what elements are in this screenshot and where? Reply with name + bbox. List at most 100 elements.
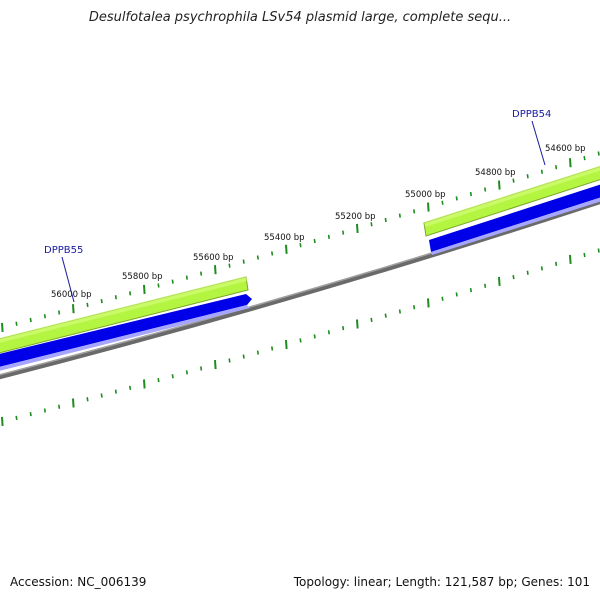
tick-label: 55000 bp: [405, 190, 446, 200]
tick-mark: [242, 354, 245, 359]
tick-mark: [413, 209, 416, 214]
tick-mark: [327, 330, 330, 335]
gene-dppb54-blue-bar: [429, 184, 600, 252]
tick-mark: [384, 313, 387, 318]
tick-mark: [43, 408, 46, 413]
gene-dppb54-connector: [531, 120, 546, 166]
genome-backbone: [0, 199, 600, 380]
tick-mark: [200, 366, 203, 371]
tick-mark: [185, 275, 188, 280]
tick-label: 55800 bp: [122, 272, 163, 282]
tick-mark: [285, 339, 288, 350]
tick-mark: [114, 389, 117, 394]
tick-mark: [271, 251, 274, 256]
tick-mark: [143, 284, 146, 295]
tick-mark: [455, 196, 458, 201]
tick-mark: [271, 346, 274, 351]
tick-label: 54800 bp: [475, 168, 516, 178]
tick-mark: [342, 230, 345, 235]
tick-mark: [342, 326, 345, 331]
tick-mark: [200, 271, 203, 276]
tick-mark: [398, 213, 401, 218]
gene-label-dppb54[interactable]: DPPB54: [512, 109, 551, 120]
tick-mark: [157, 378, 160, 383]
tick-mark: [72, 398, 75, 408]
tick-mark: [86, 397, 89, 402]
tick-mark: [129, 385, 132, 390]
tick-mark: [29, 412, 32, 417]
tick-mark: [1, 416, 4, 427]
tick-mark: [469, 191, 472, 197]
tick-mark: [555, 165, 558, 170]
tick-mark: [597, 248, 600, 253]
tick-mark: [413, 305, 416, 310]
tick-mark: [512, 274, 515, 280]
tick-mark: [1, 322, 4, 333]
tick-mark: [143, 379, 146, 389]
tick-mark: [299, 338, 302, 343]
tick-mark: [58, 310, 61, 315]
map-title: Desulfotalea psychrophila LSv54 plasmid …: [88, 10, 512, 25]
tick-mark: [285, 244, 288, 254]
tick-mark: [540, 169, 543, 174]
tick-mark: [597, 151, 600, 156]
tick-mark: [313, 238, 316, 244]
tick-mark: [242, 259, 245, 264]
lower-tick-ring: [1, 248, 600, 427]
tick-mark: [427, 298, 430, 308]
tick-mark: [185, 370, 188, 375]
tick-mark: [43, 314, 46, 319]
upper-tick-ring: [1, 151, 600, 333]
tick-mark: [114, 295, 117, 300]
tick-mark: [100, 298, 103, 304]
tick-mark: [86, 302, 89, 308]
tick-mark: [512, 178, 515, 183]
tick-mark: [171, 374, 174, 379]
tick-mark: [526, 174, 529, 179]
tick-mark: [370, 222, 373, 227]
tick-mark: [15, 321, 18, 326]
tick-mark: [427, 202, 430, 212]
tick-mark: [256, 350, 259, 355]
tick-mark: [157, 283, 160, 288]
tick-label: 55600 bp: [193, 253, 234, 263]
tick-mark: [583, 252, 586, 258]
tick-mark: [455, 292, 458, 297]
genome-summary: Topology: linear; Length: 121,587 bp; Ge…: [293, 575, 590, 589]
gene-dppb55-blue-arrow: [0, 294, 252, 367]
tick-mark: [384, 217, 387, 223]
tick-mark: [214, 359, 217, 370]
tick-label: 54600 bp: [545, 144, 586, 154]
tick-mark: [129, 291, 132, 296]
tick-mark: [441, 200, 444, 205]
tick-mark: [441, 296, 444, 301]
gene-dppb54[interactable]: [423, 164, 600, 255]
tick-mark: [313, 334, 316, 339]
tick-mark: [555, 261, 558, 267]
tick-mark: [569, 158, 572, 168]
tick-mark: [29, 317, 32, 323]
tick-mark: [15, 415, 18, 420]
tick-mark: [498, 180, 501, 190]
tick-mark: [58, 404, 61, 409]
tick-mark: [72, 304, 75, 314]
tick-mark: [356, 319, 359, 329]
tick-mark: [498, 276, 501, 287]
tick-mark: [526, 270, 529, 275]
tick-mark: [299, 243, 302, 248]
tick-mark: [583, 155, 586, 161]
tick-label: 55200 bp: [335, 212, 376, 222]
tick-mark: [484, 283, 487, 288]
accession-label: Accession: NC_006139: [10, 575, 147, 589]
tick-mark: [469, 288, 472, 293]
tick-mark: [398, 309, 401, 314]
gene-dppb55[interactable]: [0, 276, 252, 372]
tick-mark: [356, 223, 359, 234]
tick-mark: [327, 234, 330, 239]
tick-mark: [228, 358, 231, 363]
gene-label-dppb55[interactable]: DPPB55: [44, 245, 83, 256]
tick-mark: [256, 255, 259, 260]
tick-mark: [569, 254, 572, 265]
